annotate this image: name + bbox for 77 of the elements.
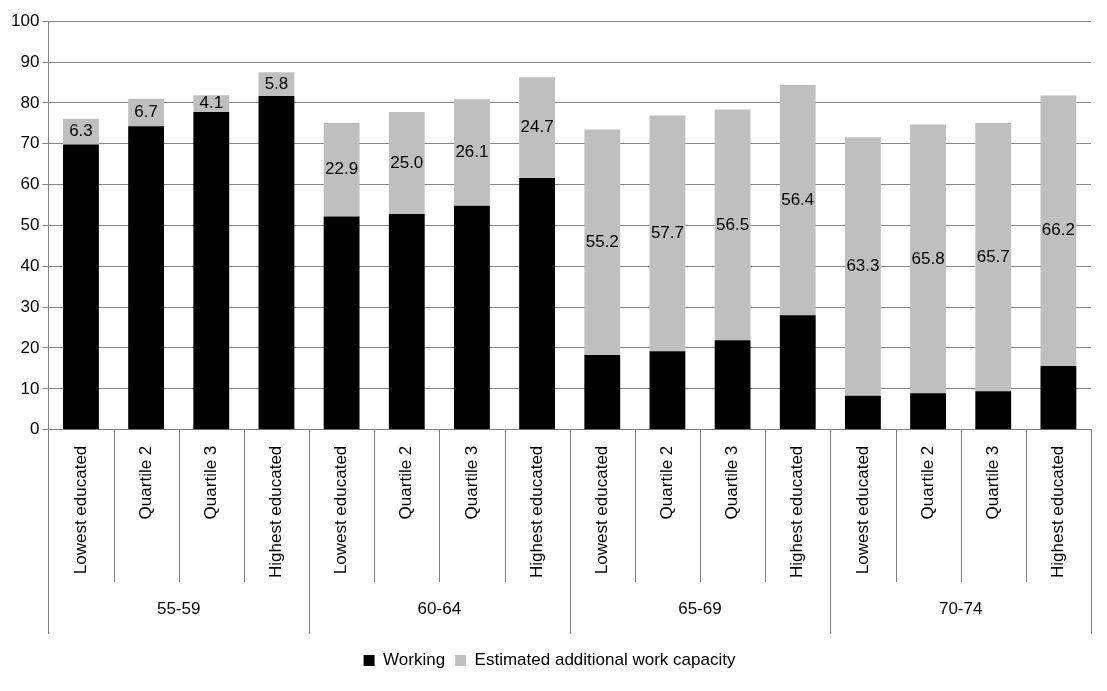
data-label: 65.8: [911, 248, 945, 268]
data-label: 5.8: [264, 73, 289, 93]
bar: [1040, 365, 1077, 430]
x-tick-label: Highest educated: [266, 445, 286, 579]
y-tick-label: 70: [20, 133, 40, 153]
bar: [454, 205, 490, 430]
data-label: 65.7: [976, 246, 1010, 266]
x-tick-label: Lowest educated: [70, 445, 90, 575]
bar: [63, 144, 99, 430]
data-label: 56.5: [716, 214, 750, 234]
y-tick-label: 10: [20, 378, 40, 398]
y-tick-label: 40: [20, 255, 40, 275]
bar: [584, 354, 621, 430]
x-tick-label: Quartile 3: [722, 445, 742, 520]
text: 70-74: [938, 598, 983, 618]
y-tick-label: 80: [20, 92, 40, 112]
data-label: 63.3: [846, 256, 880, 276]
bar: [779, 84, 816, 316]
x-tick-label: Lowest educated: [852, 445, 872, 575]
bar: [910, 393, 947, 430]
bar: [323, 216, 360, 430]
data-label: 66.2: [1041, 220, 1075, 240]
legend-label: Estimated additional work capacity: [474, 650, 736, 670]
x-tick-label: Lowest educated: [331, 445, 351, 575]
y-tick-label: 20: [20, 337, 40, 357]
bar: [714, 340, 751, 430]
bar: [454, 99, 490, 206]
y-tick-label: 100: [10, 10, 40, 30]
legend-label: Working: [383, 650, 446, 670]
bar: [845, 137, 881, 396]
y-tick-label: 50: [20, 215, 40, 235]
data-label: 57.7: [650, 223, 684, 243]
bar: [975, 391, 1012, 430]
x-tick-label: Quartile 2: [135, 445, 155, 520]
bar: [714, 109, 751, 341]
x-tick-label: Highest educated: [1048, 445, 1068, 579]
data-label: 56.4: [781, 189, 815, 209]
x-tick-label: Quartile 2: [396, 445, 416, 520]
x-tick-label: Quartile 2: [917, 445, 937, 520]
data-label: 4.1: [199, 93, 224, 113]
x-tick-label: Highest educated: [787, 445, 807, 579]
x-tick-label: Highest educated: [526, 445, 546, 579]
bar: [193, 111, 230, 430]
x-tick-label: Quartile 3: [461, 445, 481, 520]
bar: [1040, 95, 1077, 366]
x-tick-label: Quartile 2: [657, 445, 677, 520]
bar: [128, 126, 165, 430]
data-label: 24.7: [520, 117, 554, 137]
y-tick-label: 90: [20, 51, 40, 71]
data-label: 22.9: [325, 159, 359, 179]
x-tick-label: Quartile 3: [200, 445, 220, 520]
bar: [649, 115, 686, 352]
bar: [519, 77, 556, 179]
bar: [910, 124, 947, 394]
y-tick-label: 60: [20, 174, 40, 194]
bar: [779, 315, 816, 430]
text: 65-69: [678, 598, 722, 618]
bar: [845, 395, 881, 430]
bar: [323, 122, 360, 217]
text: 60-64: [417, 598, 462, 618]
y-tick-label: 30: [20, 296, 40, 316]
bar: [975, 122, 1012, 392]
bar: [649, 351, 686, 430]
x-tick-label: Lowest educated: [591, 445, 611, 575]
bar: [584, 129, 621, 355]
data-label: 6.7: [134, 102, 158, 122]
text: 55-59: [156, 598, 201, 618]
data-label: 25.0: [390, 152, 424, 172]
bar: [519, 178, 556, 430]
data-label: 6.3: [69, 121, 93, 141]
data-label: 26.1: [455, 142, 489, 162]
bar: [258, 95, 295, 430]
bar: [388, 214, 425, 430]
x-tick-label: Quartile 3: [982, 445, 1002, 520]
data-label: 55.2: [585, 231, 619, 251]
y-tick-label: 0: [29, 419, 40, 439]
bar: [388, 111, 425, 215]
